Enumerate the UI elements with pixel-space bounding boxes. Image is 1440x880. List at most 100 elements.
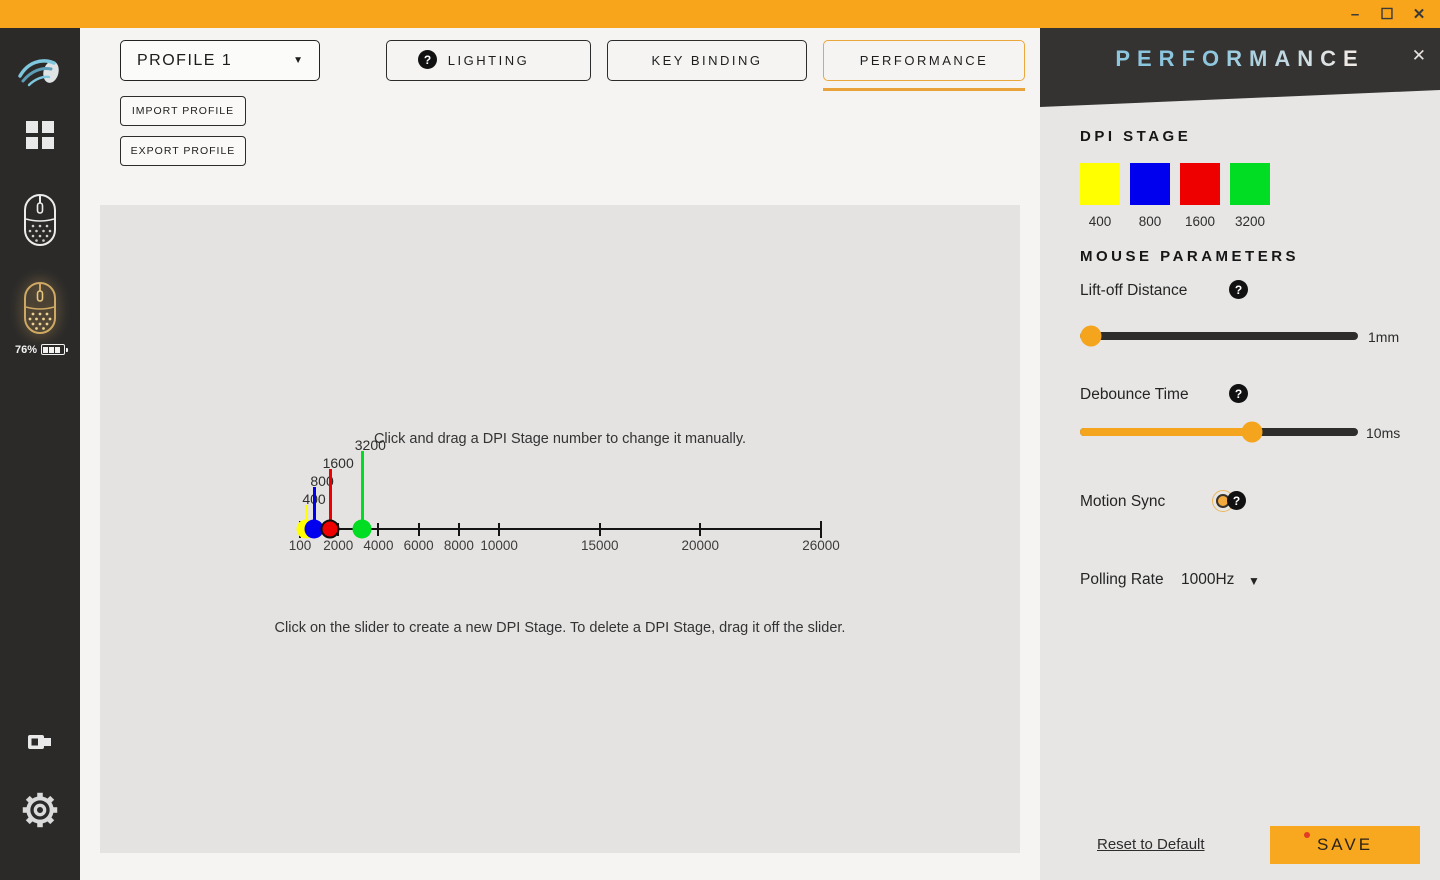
debounce-help-icon[interactable]: ? — [1229, 384, 1248, 403]
dpi-axis-line[interactable] — [300, 528, 821, 530]
liftoff-label: Lift-off Distance — [1080, 282, 1188, 299]
sidebar-item-dongle[interactable] — [0, 716, 80, 772]
mouse-icon — [21, 193, 59, 252]
dpi-stage-stem — [304, 505, 308, 528]
save-button-label: SAVE — [1303, 832, 1373, 855]
dpi-axis-tick — [377, 522, 380, 536]
dpi-stage-swatch[interactable] — [1080, 163, 1120, 205]
polling-rate-dropdown-icon[interactable]: ▼ — [1248, 574, 1260, 588]
dpi-stage-swatch-item: 800 — [1130, 163, 1170, 229]
sidebar-item-settings[interactable] — [0, 772, 80, 852]
chevron-down-icon: ▼ — [293, 55, 303, 66]
unsaved-changes-dot — [1303, 832, 1310, 838]
dpi-stage-value-label[interactable]: 800 — [310, 473, 334, 489]
panel-close-icon[interactable]: ✕ — [1411, 46, 1426, 65]
tab-lighting[interactable]: LIGHTING — [386, 40, 591, 81]
performance-panel-header: PERFORMANCE ✕ — [1040, 28, 1440, 107]
profile-dropdown[interactable]: PROFILE 1 ▼ — [120, 40, 320, 81]
sidebar-item-dashboard[interactable] — [0, 102, 80, 172]
dpi-stage-dot[interactable] — [352, 519, 372, 539]
battery-icon — [41, 344, 69, 355]
dpi-stage-swatch-item: 1600 — [1180, 163, 1220, 229]
debounce-slider-fill — [1080, 428, 1253, 436]
dpi-stage-swatch-value: 400 — [1088, 214, 1112, 229]
dpi-axis-tick-label: 100 — [288, 538, 312, 553]
mouse-glowing-icon — [21, 281, 59, 340]
dpi-stage-swatch-value: 1600 — [1184, 214, 1216, 229]
debounce-slider[interactable] — [1080, 421, 1358, 443]
dpi-stage-stem — [312, 487, 316, 528]
dpi-stage-swatches: 400 800 1600 3200 — [1080, 163, 1270, 229]
window-controls: – ☐ ✕ — [1344, 0, 1430, 28]
dpi-stage-value-label[interactable]: 3200 — [354, 437, 386, 453]
tab-performance[interactable]: PERFORMANCE — [823, 40, 1025, 81]
motion-sync-help-icon[interactable]: ? — [1227, 491, 1246, 510]
close-button[interactable]: ✕ — [1412, 6, 1426, 23]
dpi-axis-tick — [820, 520, 822, 538]
liftoff-slider-thumb[interactable] — [1080, 325, 1102, 347]
brand-logo-icon — [0, 40, 80, 102]
dpi-stage-swatch[interactable] — [1230, 163, 1270, 205]
debounce-slider-thumb[interactable] — [1241, 421, 1263, 443]
gear-icon — [20, 790, 60, 835]
dpi-stage-swatch[interactable] — [1180, 163, 1220, 205]
liftoff-value: 1mm — [1368, 329, 1400, 345]
liftoff-help-icon[interactable]: ? — [1229, 280, 1248, 299]
maximize-button[interactable]: ☐ — [1380, 6, 1394, 23]
dpi-axis-tick — [699, 522, 702, 536]
dpi-axis-tick-label: 4000 — [363, 538, 394, 553]
dpi-axis-tick — [457, 522, 460, 536]
dpi-stage-swatch-value: 3200 — [1234, 214, 1266, 229]
dpi-stage-swatch-value: 800 — [1138, 214, 1162, 229]
tab-key-binding[interactable]: KEY BINDING — [607, 40, 807, 81]
polling-rate-value: 1000Hz — [1181, 571, 1235, 588]
dpi-axis-tick-label: 6000 — [403, 538, 434, 553]
dpi-stage-stem — [328, 469, 332, 528]
active-tab-underline — [823, 88, 1025, 91]
dpi-axis-tick — [498, 522, 501, 536]
profile-dropdown-value: PROFILE 1 — [137, 51, 233, 69]
performance-panel: PERFORMANCE ✕ DPI STAGE 400 800 1600 3200 M… — [1040, 28, 1440, 880]
dpi-hint-drag: Click and drag a DPI Stage number to cha… — [373, 431, 747, 447]
dpi-axis-tick-label: 2000 — [323, 538, 354, 553]
dpi-axis-tick-label: 15000 — [580, 538, 619, 553]
import-profile-button[interactable]: IMPORT PROFILE — [120, 96, 246, 126]
dpi-axis-tick-label: 20000 — [681, 538, 720, 553]
dpi-stage-dot[interactable] — [304, 519, 324, 539]
dpi-stage-dot[interactable] — [320, 519, 340, 539]
main-content: PROFILE 1 ▼ ? LIGHTING KEY BINDING PERFO… — [80, 28, 1040, 880]
motion-sync-label: Motion Sync — [1080, 493, 1166, 510]
sidebar: 76% — [0, 28, 80, 880]
battery-status: 76% — [14, 343, 69, 356]
dpi-axis-tick — [598, 522, 601, 536]
save-button[interactable]: SAVE — [1270, 826, 1420, 864]
debounce-value: 10ms — [1366, 425, 1401, 441]
window-titlebar: – ☐ ✕ — [0, 0, 1440, 28]
grid-icon — [25, 120, 55, 155]
profile-help-icon[interactable]: ? — [418, 50, 437, 69]
dpi-stage-stem — [360, 451, 364, 528]
dpi-stage-swatch-item: 3200 — [1230, 163, 1270, 229]
dpi-stage-heading: DPI STAGE — [1080, 128, 1192, 145]
dpi-stage-swatch[interactable] — [1130, 163, 1170, 205]
polling-rate-label: Polling Rate — [1080, 571, 1164, 588]
dpi-axis-tick — [417, 522, 420, 536]
liftoff-slider[interactable] — [1080, 325, 1358, 347]
dpi-axis-tick-label: 26000 — [802, 538, 840, 553]
dpi-editor-panel: Click and drag a DPI Stage number to cha… — [100, 205, 1020, 853]
dpi-slider[interactable]: 1002000400060008000100001500020000260004… — [289, 437, 860, 573]
minimize-button[interactable]: – — [1350, 5, 1360, 23]
mouse-parameters-heading: MOUSE PARAMETERS — [1080, 248, 1300, 265]
sidebar-item-device-1[interactable] — [0, 182, 80, 262]
dpi-stage-swatch-item: 400 — [1080, 163, 1120, 229]
panel-title: PERFORMANCE — [1040, 46, 1440, 72]
dpi-stage-value-label[interactable]: 1600 — [322, 455, 354, 471]
dpi-axis-tick-label: 10000 — [480, 538, 518, 553]
debounce-label: Debounce Time — [1080, 386, 1189, 403]
dongle-icon — [27, 733, 53, 756]
dpi-axis-tick-label: 8000 — [443, 538, 474, 553]
export-profile-button[interactable]: EXPORT PROFILE — [120, 136, 246, 166]
reset-to-default-link[interactable]: Reset to Default — [1097, 836, 1205, 853]
battery-percent: 76% — [14, 343, 38, 356]
sidebar-item-device-2-active[interactable]: 76% — [0, 268, 80, 368]
